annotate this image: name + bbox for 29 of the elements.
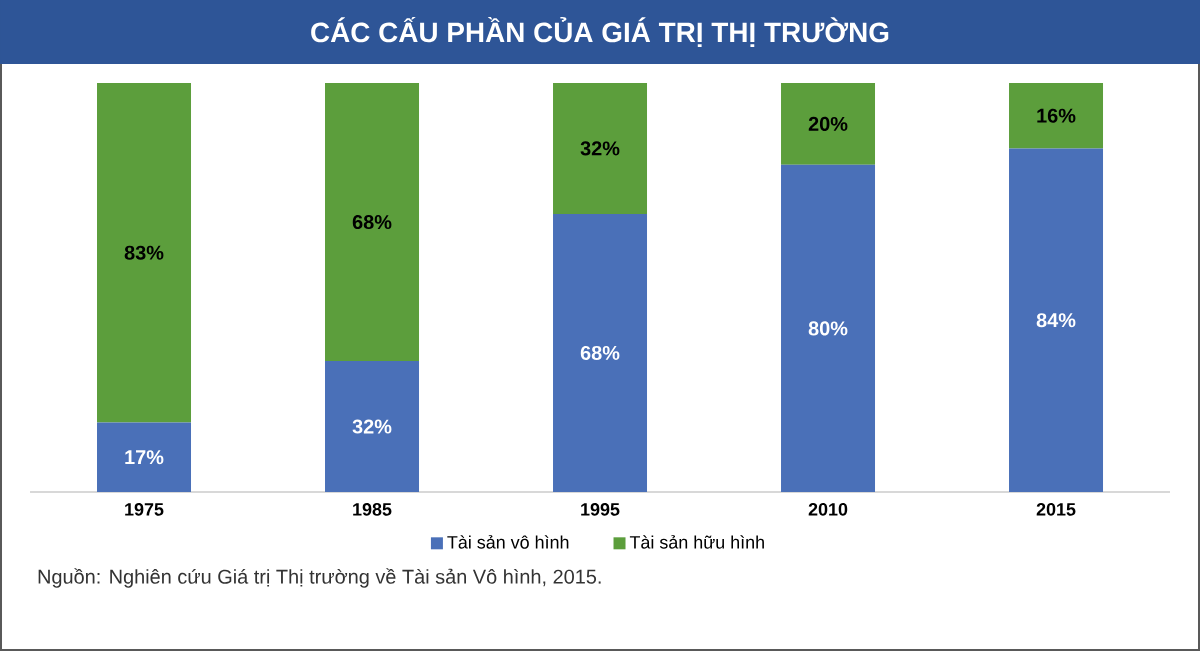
data-label: 16% bbox=[1037, 108, 1076, 123]
data-label: 80% bbox=[808, 321, 848, 336]
legend-label: Tài sản hữu hình bbox=[629, 535, 764, 549]
x-tick-label: 1995 bbox=[581, 503, 620, 516]
data-label: 68% bbox=[580, 345, 620, 360]
data-label: 32% bbox=[580, 141, 620, 156]
x-tick-label: 2010 bbox=[808, 503, 848, 516]
x-tick-label: 2015 bbox=[1036, 503, 1076, 516]
bar bbox=[781, 164, 876, 492]
bar bbox=[325, 361, 420, 492]
data-label: 68% bbox=[352, 215, 392, 230]
bar bbox=[553, 213, 648, 492]
x-tick-label: 1975 bbox=[125, 503, 164, 516]
chart-title: CÁC CẤU PHẦN CỦA GIÁ TRỊ THỊ TRƯỜNG bbox=[311, 17, 889, 47]
bar bbox=[325, 83, 420, 362]
bar bbox=[1009, 83, 1104, 149]
data-label: 17% bbox=[125, 450, 164, 465]
bar bbox=[1009, 148, 1104, 492]
x-tick-label: 1985 bbox=[353, 503, 392, 516]
bar bbox=[97, 83, 192, 423]
legend-label: Tài sản vô hình bbox=[447, 535, 569, 549]
text: Nguồn: Nghiên cứu Giá trị Thị trường về Tài sản Vô hình, 2015. bbox=[38, 568, 601, 588]
data-label: 32% bbox=[352, 419, 392, 434]
data-label: 84% bbox=[1036, 313, 1076, 328]
bar bbox=[553, 83, 648, 214]
data-label: 83% bbox=[124, 245, 164, 260]
data-label: 20% bbox=[808, 116, 848, 131]
bar bbox=[97, 422, 192, 492]
bar bbox=[781, 83, 876, 165]
